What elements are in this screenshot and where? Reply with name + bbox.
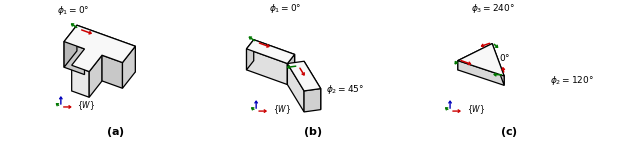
Polygon shape <box>287 54 295 85</box>
Polygon shape <box>64 25 77 67</box>
Polygon shape <box>246 49 287 85</box>
Text: $\mathbf{(c)}$: $\mathbf{(c)}$ <box>500 125 518 139</box>
Polygon shape <box>89 55 102 97</box>
Text: $\{W\}$: $\{W\}$ <box>77 99 96 112</box>
Polygon shape <box>246 40 295 64</box>
Polygon shape <box>458 44 492 70</box>
Text: $\phi_1 = 0°$: $\phi_1 = 0°$ <box>57 4 89 17</box>
Polygon shape <box>304 89 321 112</box>
Text: $\phi_1 = 0°$: $\phi_1 = 0°$ <box>478 52 510 65</box>
Text: $\mathbf{(a)}$: $\mathbf{(a)}$ <box>106 125 125 139</box>
Text: $\phi_3 = 240°$: $\phi_3 = 240°$ <box>471 2 515 14</box>
Polygon shape <box>304 61 321 110</box>
Polygon shape <box>72 65 89 97</box>
Polygon shape <box>102 55 122 88</box>
Polygon shape <box>458 61 504 85</box>
Text: $\phi_2 = 120°$: $\phi_2 = 120°$ <box>551 74 595 87</box>
Polygon shape <box>64 25 135 72</box>
Polygon shape <box>458 44 504 76</box>
Polygon shape <box>254 40 295 75</box>
Text: $\phi_1 = 0°$: $\phi_1 = 0°$ <box>268 2 301 14</box>
Polygon shape <box>246 40 254 70</box>
Polygon shape <box>77 25 135 72</box>
Text: $\phi_2 = 45°$: $\phi_2 = 45°$ <box>326 83 365 96</box>
Text: $\mathbf{(b)}$: $\mathbf{(b)}$ <box>303 125 322 139</box>
Polygon shape <box>287 64 304 112</box>
Text: $\{W\}$: $\{W\}$ <box>273 103 291 116</box>
Polygon shape <box>64 42 84 75</box>
Polygon shape <box>287 61 321 91</box>
Polygon shape <box>492 44 504 85</box>
Text: $\{W\}$: $\{W\}$ <box>467 103 485 116</box>
Polygon shape <box>122 46 135 88</box>
